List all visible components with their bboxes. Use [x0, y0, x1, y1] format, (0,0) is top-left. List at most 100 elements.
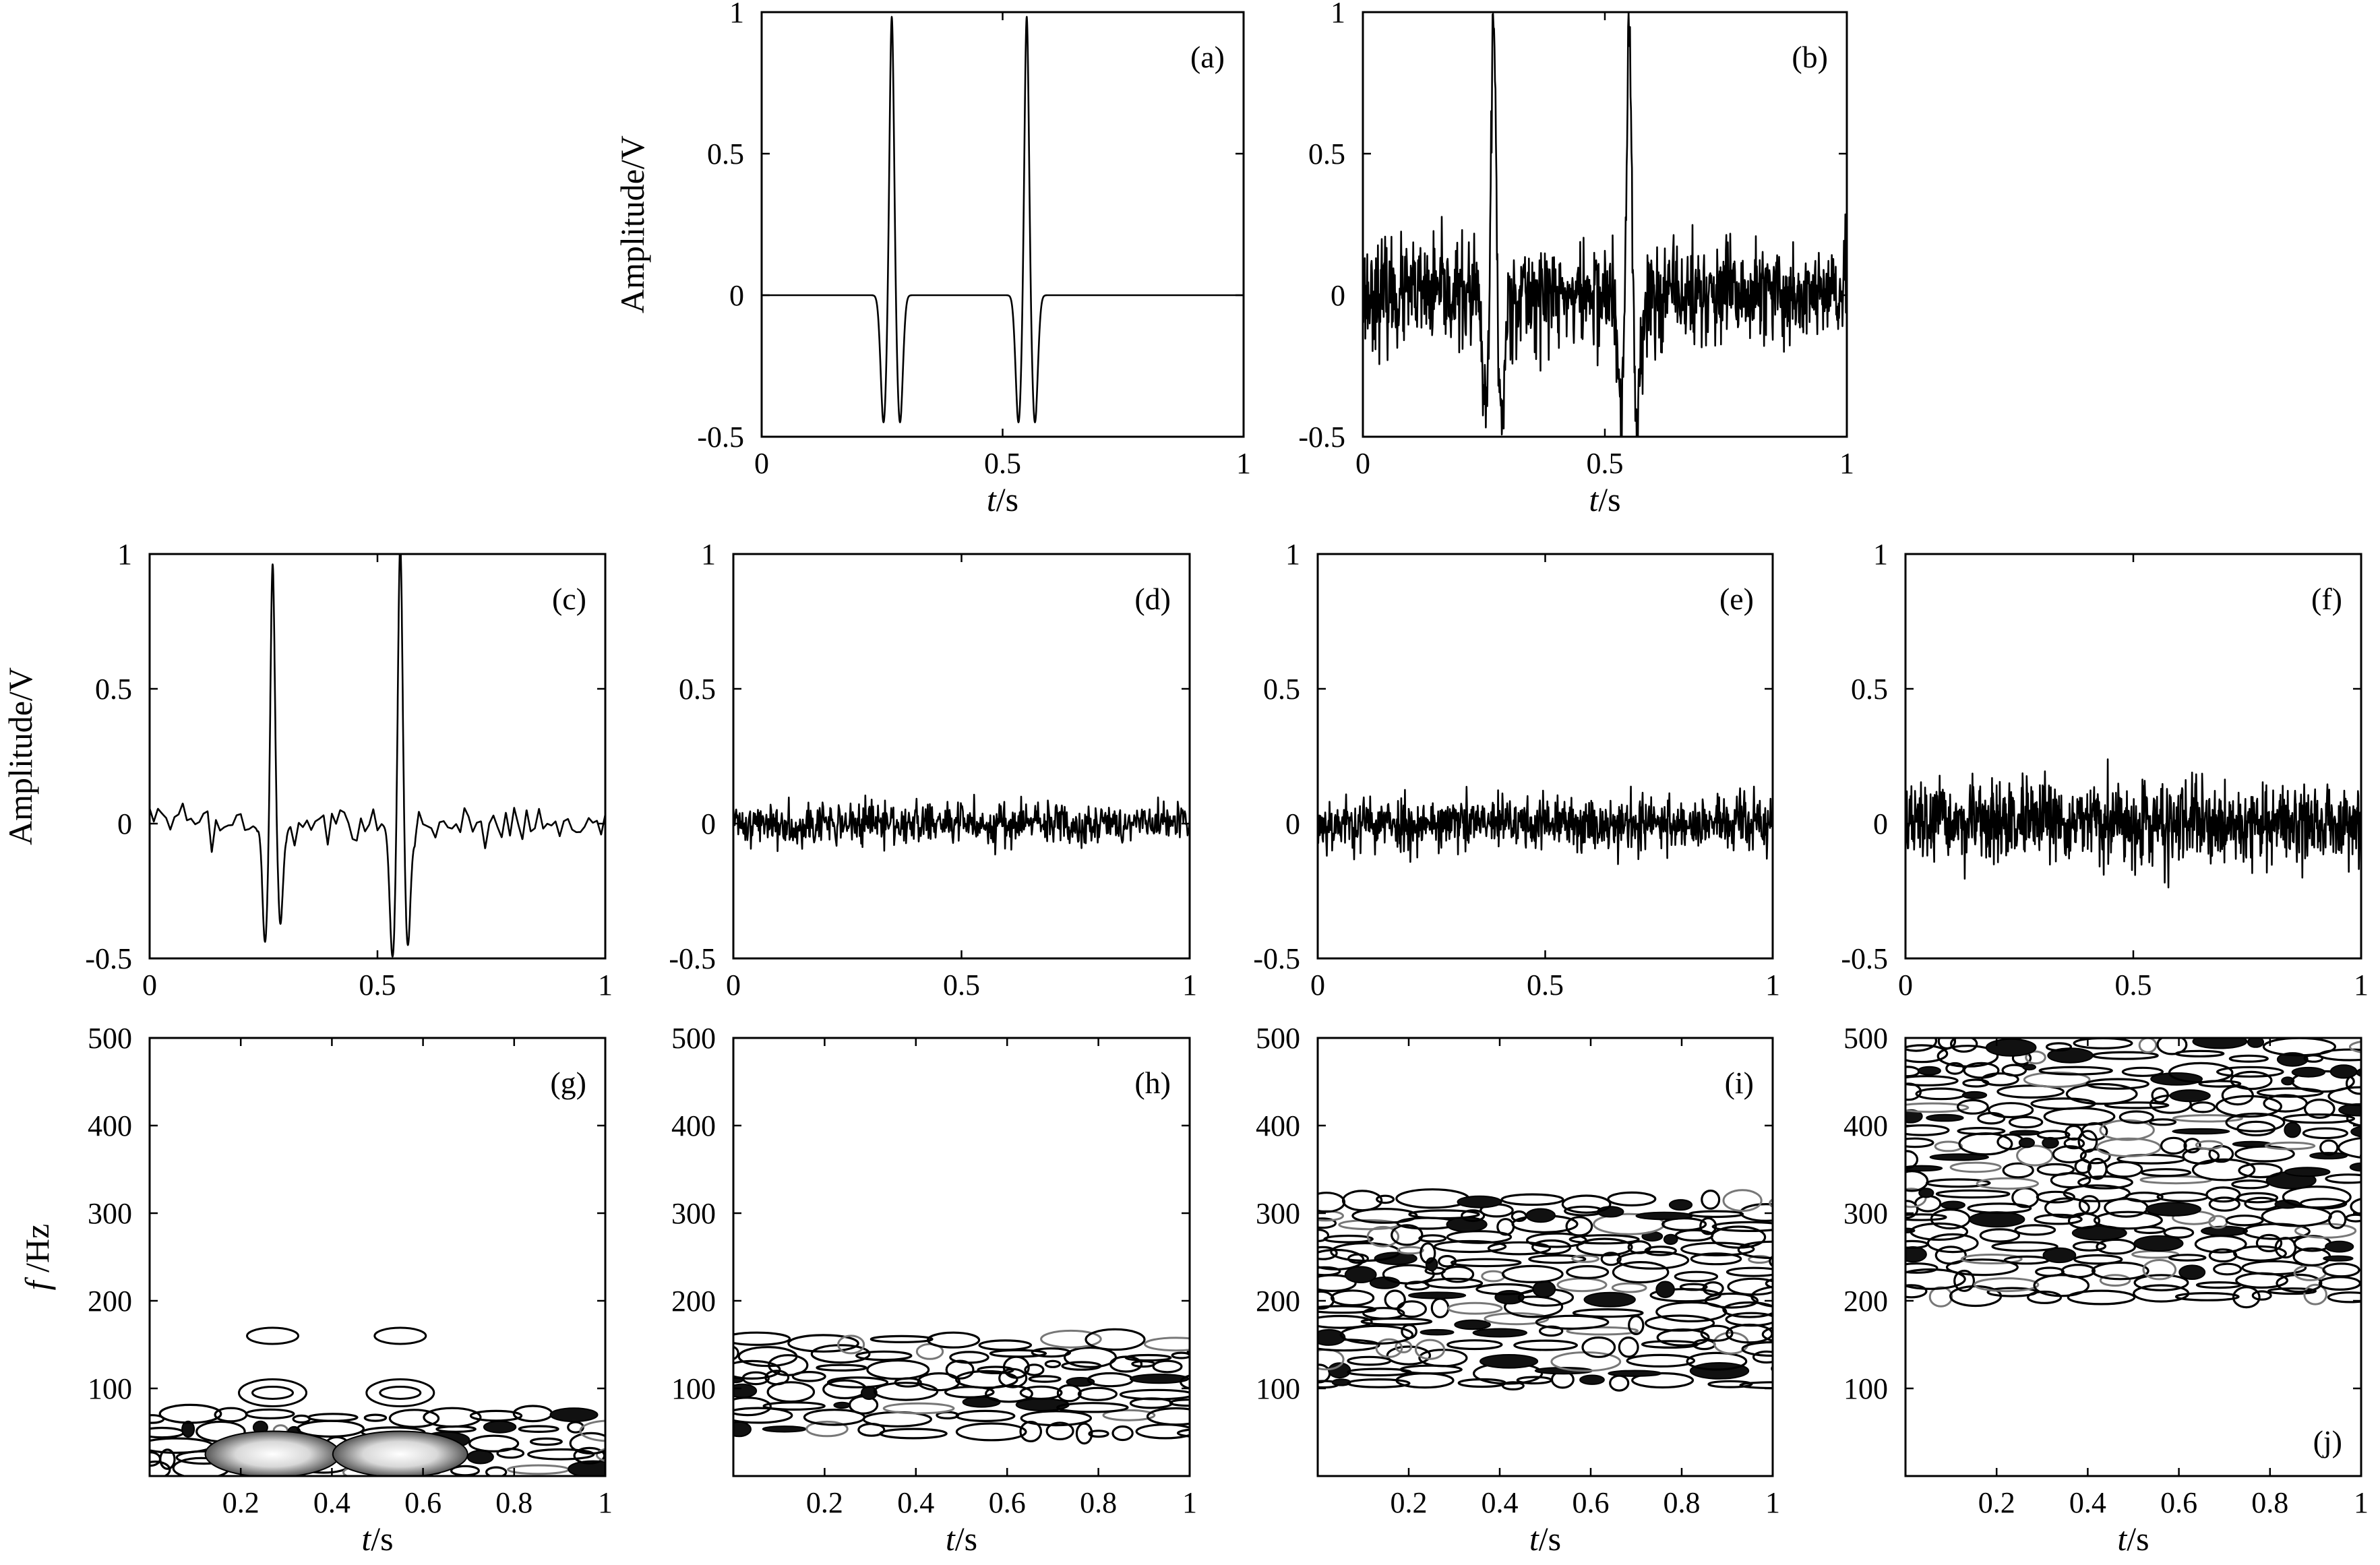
- contour-line: [787, 1334, 859, 1353]
- contour-line: [181, 1420, 195, 1438]
- y-tick-label: -0.5: [1298, 421, 1345, 454]
- contour-line: [2369, 1264, 2380, 1279]
- contour-line: [246, 1326, 300, 1345]
- panel-e: 0 0.5 1 -0.5 0 0.5 1 (e): [1253, 538, 1780, 1002]
- contour-line: [579, 1419, 605, 1442]
- contour-line: [1433, 1239, 1507, 1254]
- panel-label: (c): [552, 582, 586, 616]
- contour-line: [1556, 1277, 1608, 1293]
- contour-line: [2325, 1240, 2354, 1253]
- contour-line: [1956, 1099, 1989, 1115]
- contour-line: [595, 1448, 605, 1463]
- contour-line: [1341, 1190, 1383, 1212]
- plot-frame: [1316, 553, 1774, 960]
- y-tick-label: 500: [671, 1022, 716, 1055]
- contour-line: [1988, 1102, 2034, 1119]
- contour-line: [2247, 1038, 2265, 1048]
- x-tick-label: 1: [1839, 447, 1854, 480]
- contour-line: [1568, 1234, 1640, 1245]
- y-tick-label: -0.5: [1253, 942, 1300, 975]
- contour-line: [1702, 1281, 1724, 1296]
- contour-line: [1704, 1292, 1759, 1309]
- x-tick-label: 0.5: [943, 969, 980, 1002]
- contour-line: [1454, 1319, 1491, 1330]
- contour-line: [2018, 1137, 2035, 1148]
- contour-line: [1382, 1264, 1435, 1285]
- contour-line: [2367, 1237, 2380, 1245]
- contour-line: [1420, 1242, 1436, 1264]
- contour-line: [945, 1359, 975, 1380]
- contour-line: [1616, 1250, 1690, 1270]
- contour-line: [1391, 1224, 1424, 1246]
- contour-line: [2016, 1144, 2054, 1167]
- contour-line: [1566, 1264, 1610, 1279]
- signal-trace: [1318, 785, 1773, 865]
- contour-line: [1781, 1348, 1821, 1363]
- contour-line: [1056, 1384, 1082, 1403]
- contour-line: [1581, 1336, 1616, 1358]
- contour-line: [1957, 1126, 2006, 1136]
- contour-line: [1711, 1225, 1767, 1249]
- energy-hotspot: [204, 1430, 341, 1476]
- y-tick-label: 0: [1873, 807, 1888, 840]
- contour-line: [150, 1426, 185, 1439]
- contour-line: [2025, 1050, 2046, 1065]
- contour-line: [2205, 1186, 2241, 1203]
- contour-line: [1926, 1233, 1979, 1254]
- contour-line: [2149, 1118, 2177, 1126]
- contour-line: [158, 1403, 222, 1424]
- contour-line: [529, 1437, 563, 1446]
- contour-line: [1663, 1233, 1678, 1246]
- contour-line: [1075, 1422, 1093, 1445]
- contour-line: [469, 1409, 523, 1422]
- contour-line: [1020, 1410, 1093, 1427]
- plot-frame: [732, 553, 1191, 960]
- contour-line: [1941, 1200, 1966, 1210]
- contour-layer: [733, 1328, 1190, 1445]
- contour-line: [2168, 1254, 2207, 1262]
- contour-line: [2009, 1130, 2041, 1136]
- y-tick-label: 1: [1331, 0, 1345, 29]
- plot-frame: [1904, 553, 2362, 960]
- contour-line: [2140, 1168, 2192, 1177]
- contour-line: [1102, 1409, 1156, 1421]
- contour-line: [568, 1460, 605, 1476]
- contour-line: [2160, 1136, 2187, 1155]
- contour-line: [1644, 1246, 1677, 1256]
- plot-frame: [1316, 1037, 1774, 1477]
- contour-line: [1905, 1044, 1949, 1064]
- x-tick-label: 0.6: [404, 1486, 441, 1519]
- contour-line: [2281, 1076, 2295, 1086]
- contour-line: [2001, 1064, 2027, 1077]
- contour-line: [2163, 1226, 2195, 1239]
- contour-line: [2208, 1196, 2240, 1212]
- contour-line: [2036, 1190, 2075, 1204]
- contour-line: [1679, 1283, 1708, 1291]
- y-tick-label: 300: [88, 1197, 132, 1230]
- contour-line: [1976, 1177, 2040, 1190]
- contour-line: [1926, 1113, 1964, 1122]
- contour-line: [977, 1365, 1014, 1374]
- contour-line: [1701, 1189, 1721, 1210]
- contour-line: [2282, 1113, 2356, 1124]
- contour-line: [762, 1425, 807, 1433]
- contour-line: [1937, 1038, 1957, 1050]
- contour-line: [2276, 1273, 2323, 1293]
- contour-line: [2061, 1263, 2096, 1279]
- contour-line: [1576, 1237, 1633, 1257]
- contour-line: [1386, 1345, 1432, 1365]
- contour-line: [1129, 1374, 1190, 1384]
- contour-line: [1769, 1255, 1773, 1268]
- contour-line: [1905, 1102, 1970, 1113]
- contour-line: [2327, 1291, 2361, 1303]
- contour-line: [2274, 1199, 2300, 1209]
- y-tick-label: 1: [1285, 538, 1300, 571]
- contour-line: [1707, 1380, 1753, 1388]
- contour-line: [2052, 1145, 2087, 1164]
- contour-line: [1180, 1374, 1190, 1390]
- contour-line: [2190, 1101, 2216, 1113]
- contour-line: [1119, 1388, 1190, 1401]
- y-tick-label: 400: [671, 1109, 716, 1142]
- contour-line: [1374, 1252, 1417, 1265]
- contour-line: [917, 1372, 960, 1392]
